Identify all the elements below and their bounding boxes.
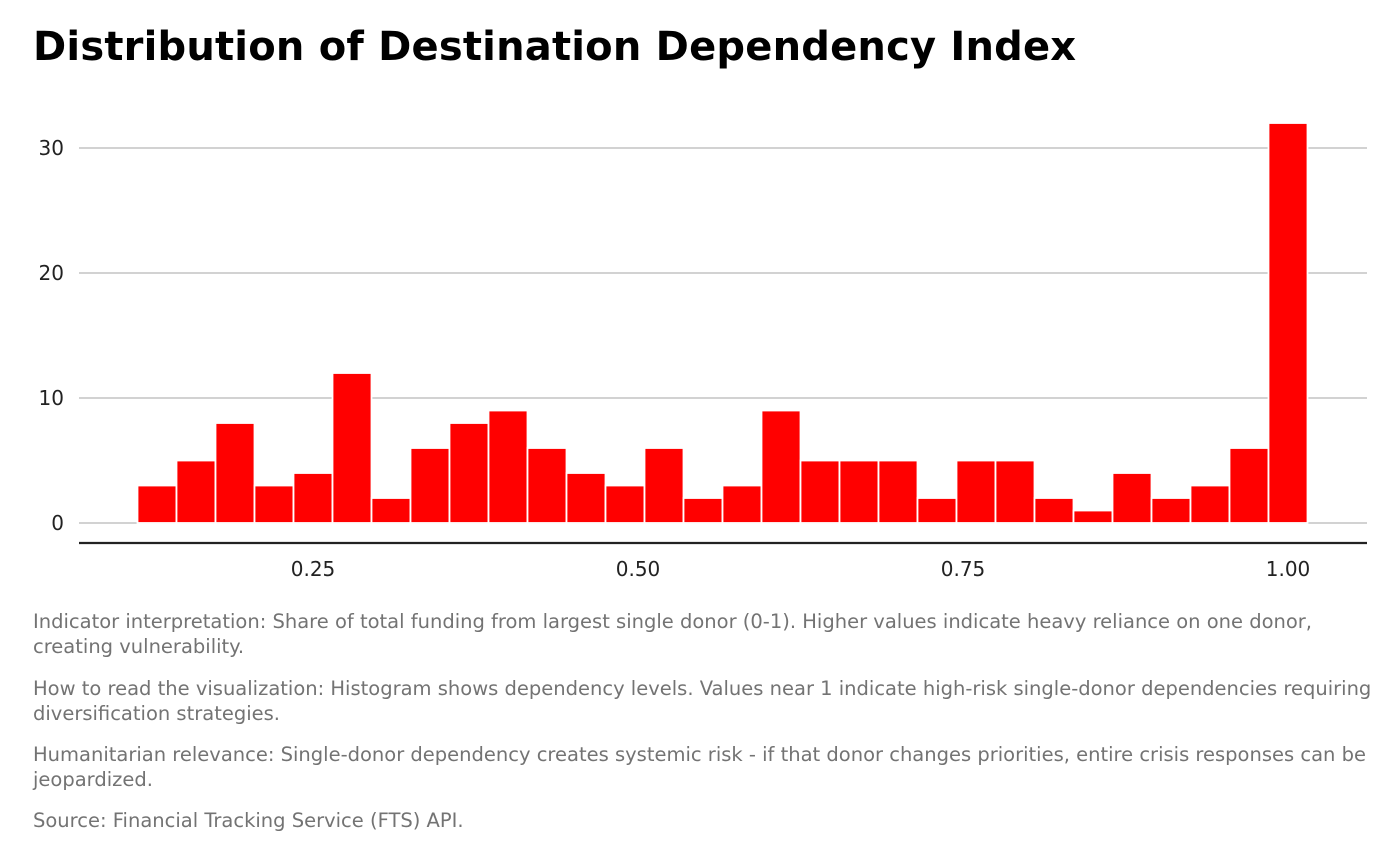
histogram-bar	[526, 447, 568, 524]
bars	[136, 122, 1309, 524]
x-tick-label: 0.50	[616, 557, 661, 581]
histogram-bar	[370, 497, 412, 524]
y-tick-label: 30	[39, 136, 64, 160]
histogram-bar	[1150, 497, 1192, 524]
histogram-bar	[1033, 497, 1075, 524]
y-tick-label: 10	[39, 386, 64, 410]
histogram-bar	[1072, 509, 1114, 524]
histogram-bar	[1189, 484, 1231, 524]
caption-source: Source: Financial Tracking Service (FTS)…	[33, 809, 464, 832]
y-axis-ticks: 0 10 20 30	[39, 136, 64, 535]
chart-title: Distribution of Destination Dependency I…	[33, 24, 1077, 70]
histogram-bar	[448, 422, 490, 524]
histogram-bar	[604, 484, 646, 524]
histogram-bar	[682, 497, 724, 524]
x-axis-ticks: 0.25 0.50 0.75 1.00	[291, 557, 1311, 581]
histogram-bar	[136, 484, 178, 524]
x-tick-label: 1.00	[1266, 557, 1311, 581]
histogram-bar	[487, 409, 529, 524]
x-tick-label: 0.75	[941, 557, 986, 581]
caption-how-to-read: How to read the visualization: Histogram…	[33, 677, 1372, 725]
gridlines	[79, 147, 1367, 524]
histogram-bar	[292, 472, 334, 524]
histogram-bar	[253, 484, 295, 524]
histogram-bar	[331, 372, 373, 524]
histogram-bar	[643, 447, 685, 524]
histogram-chart: 0 10 20 30 0.25 0.50 0.75 1.00	[39, 122, 1367, 581]
x-tick-label: 0.25	[291, 557, 336, 581]
y-tick-label: 0	[51, 511, 64, 535]
histogram-bar	[799, 459, 841, 524]
histogram-bar	[994, 459, 1036, 524]
histogram-bar	[1228, 447, 1270, 524]
histogram-bar	[916, 497, 958, 524]
histogram-bar	[838, 459, 880, 524]
histogram-bar	[1267, 122, 1309, 524]
histogram-bar	[721, 484, 763, 524]
caption-indicator-interpretation: Indicator interpretation: Share of total…	[33, 610, 1313, 658]
histogram-bar	[877, 459, 919, 524]
histogram-bar	[214, 422, 256, 524]
y-tick-label: 20	[39, 261, 64, 285]
histogram-bar	[565, 472, 607, 524]
caption-humanitarian-relevance: Humanitarian relevance: Single-donor dep…	[33, 743, 1366, 791]
histogram-bar	[175, 459, 217, 524]
histogram-bar	[409, 447, 451, 524]
histogram-bar	[955, 459, 997, 524]
histogram-bar	[760, 409, 802, 524]
histogram-bar	[1111, 472, 1153, 524]
